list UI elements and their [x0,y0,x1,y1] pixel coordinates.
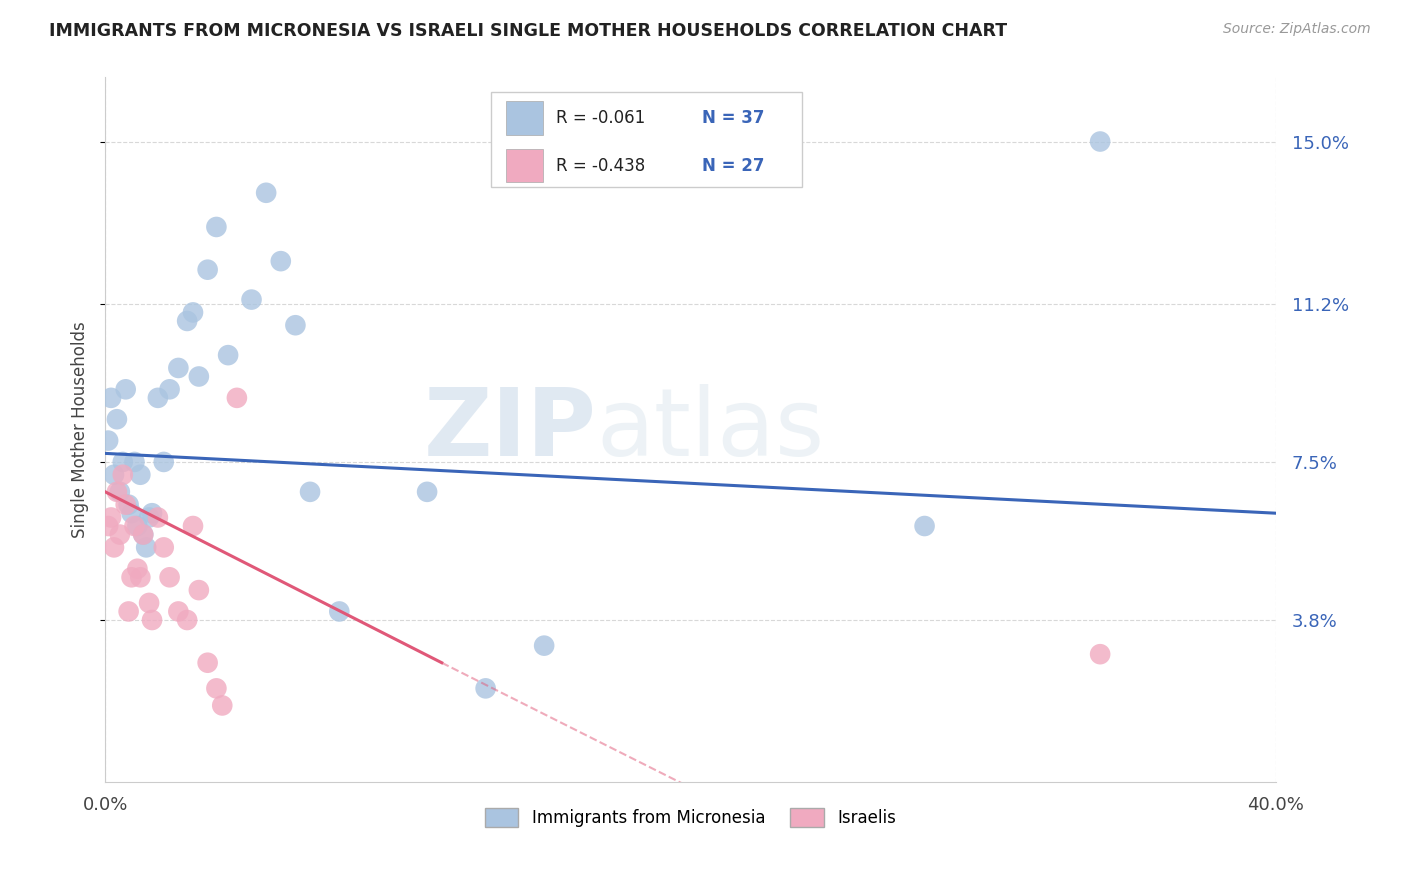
Point [127,562,149,576]
FancyBboxPatch shape [506,149,543,183]
Point [103,467,125,482]
Point [138,510,160,524]
Text: Source: ZipAtlas.com: Source: ZipAtlas.com [1223,22,1371,37]
Text: R = -0.061: R = -0.061 [555,110,645,128]
Point [416,484,439,499]
Point [114,382,136,396]
Point [117,498,139,512]
Point [108,484,131,499]
Point [127,519,149,533]
Point [100,510,122,524]
Point [121,570,143,584]
Point [103,541,125,555]
Point [135,541,157,555]
Text: R = -0.438: R = -0.438 [555,157,645,175]
Point [129,570,152,584]
Point [217,348,239,362]
Point [124,455,146,469]
Point [225,391,247,405]
FancyBboxPatch shape [506,102,543,136]
Point [152,541,174,555]
Text: N = 37: N = 37 [702,110,765,128]
Point [167,360,190,375]
Point [146,391,169,405]
Point [181,305,204,319]
Point [205,681,228,696]
Point [197,262,219,277]
Point [146,510,169,524]
Point [1088,135,1111,149]
Point [159,382,181,396]
Point [187,583,209,598]
Point [97,434,120,448]
Point [914,519,936,533]
Point [176,314,198,328]
FancyBboxPatch shape [492,92,801,186]
Text: N = 27: N = 27 [702,157,765,175]
Point [254,186,277,200]
Point [141,613,163,627]
Point [100,391,122,405]
Point [187,369,209,384]
Point [141,506,163,520]
Point [474,681,496,696]
Point [1088,647,1111,661]
Point [105,484,128,499]
Point [117,604,139,618]
Point [132,527,155,541]
Point [284,318,307,333]
Point [129,467,152,482]
Text: ZIP: ZIP [425,384,596,476]
Point [211,698,233,713]
Point [124,519,146,533]
Text: IMMIGRANTS FROM MICRONESIA VS ISRAELI SINGLE MOTHER HOUSEHOLDS CORRELATION CHART: IMMIGRANTS FROM MICRONESIA VS ISRAELI SI… [49,22,1007,40]
Y-axis label: Single Mother Households: Single Mother Households [72,321,89,538]
Point [205,219,228,234]
Point [181,519,204,533]
Point [138,596,160,610]
Point [121,506,143,520]
Point [159,570,181,584]
Point [533,639,555,653]
Point [270,254,292,268]
Point [132,527,155,541]
Point [152,455,174,469]
Point [240,293,263,307]
Text: atlas: atlas [596,384,825,476]
Point [105,412,128,426]
Point [197,656,219,670]
Point [299,484,322,499]
Point [111,455,134,469]
Point [114,498,136,512]
Point [176,613,198,627]
Point [97,519,120,533]
Legend: Immigrants from Micronesia, Israelis: Immigrants from Micronesia, Israelis [478,801,903,834]
Point [167,604,190,618]
Point [108,527,131,541]
Point [111,467,134,482]
Point [328,604,350,618]
